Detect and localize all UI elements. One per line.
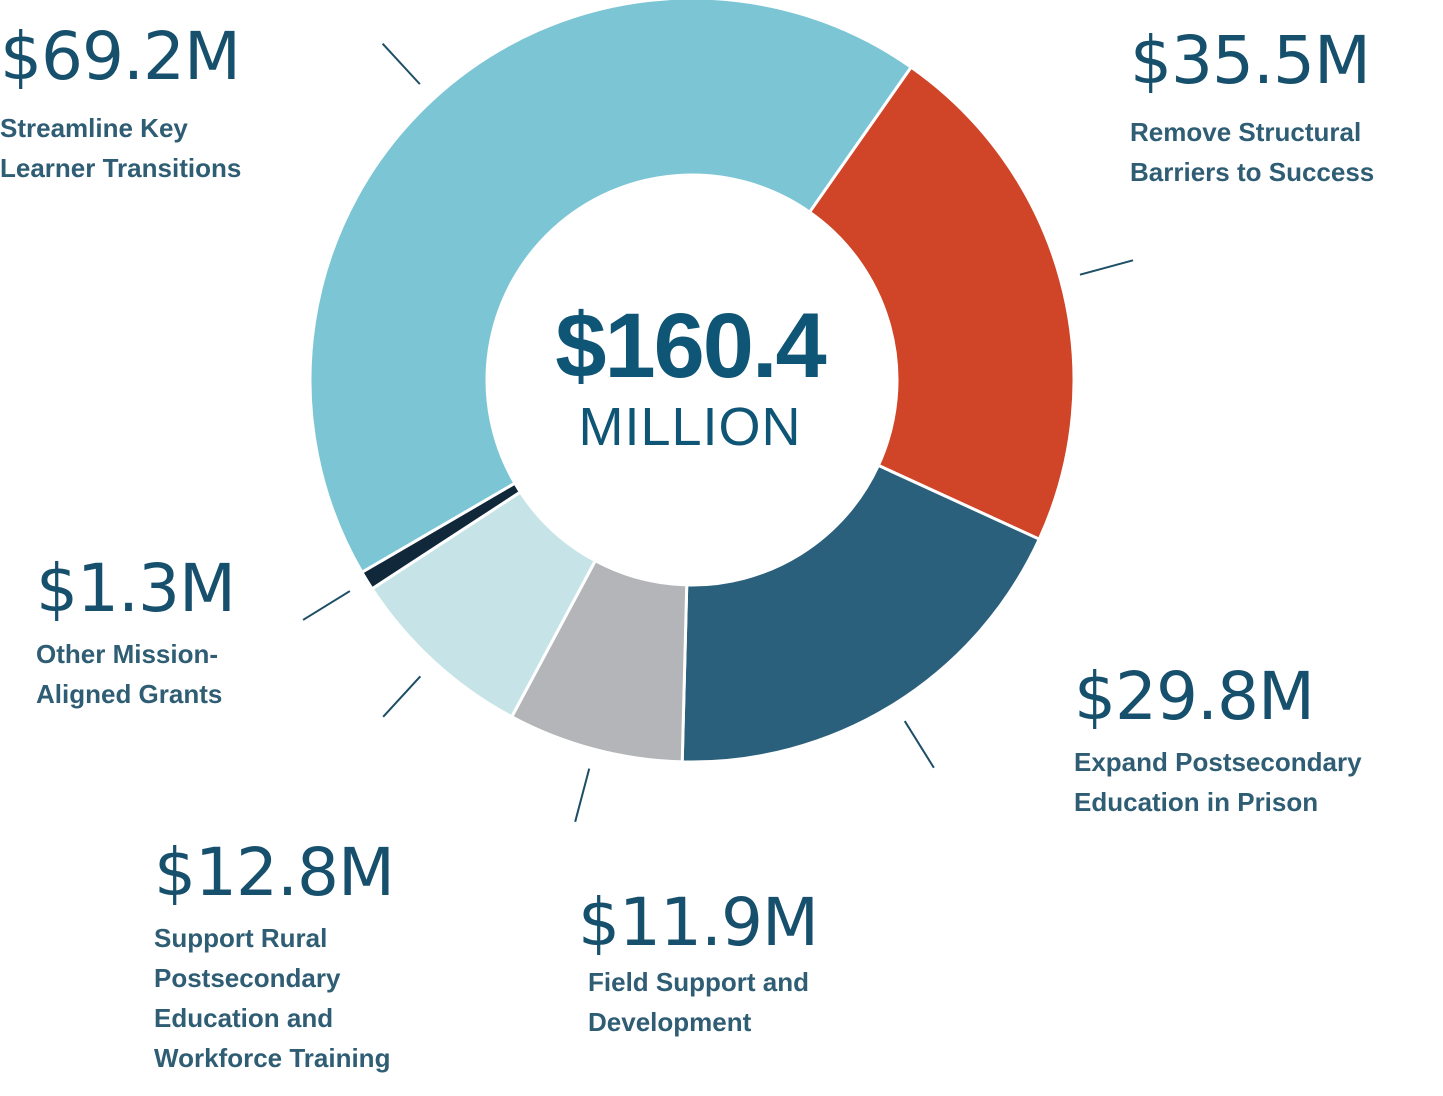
category-label-other-grants: Other Mission- Aligned Grants — [36, 639, 223, 709]
category-label-rural: Support Rural Postsecondary Education an… — [154, 923, 391, 1073]
value-label-other-grants: $1.3M — [36, 550, 236, 627]
label-other-grants: $1.3M Other Mission- Aligned Grants — [36, 550, 236, 714]
slice-prison-education — [680, 463, 1042, 764]
leader-line-rural — [382, 675, 422, 718]
leader-line-streamline — [381, 42, 421, 85]
category-label-streamline: Streamline Key Learner Transitions — [0, 113, 242, 183]
leader-line-other-grants — [302, 590, 351, 621]
value-label-field-support: $11.9M — [578, 884, 819, 961]
leader-line-prison-education — [903, 720, 935, 769]
leader-line-field-support — [574, 768, 591, 823]
value-label-streamline: $69.2M — [0, 18, 241, 95]
slice-streamline — [308, 0, 914, 575]
label-streamline: $69.2M Streamline Key Learner Transition… — [0, 24, 241, 188]
leader-line-remove-barriers — [1079, 259, 1134, 276]
category-label-remove-barriers: Remove Structural Barriers to Success — [1130, 117, 1375, 187]
value-label-prison-education: $29.8M — [1074, 658, 1315, 735]
center-total-value: $160.4 — [555, 295, 826, 397]
label-field-support: $11.9M Field Support and Development — [578, 884, 819, 1042]
category-label-prison-education: Expand Postsecondary Education in Prison — [1074, 747, 1362, 817]
category-label-field-support: Field Support and Development — [588, 967, 809, 1037]
value-label-remove-barriers: $35.5M — [1130, 22, 1371, 99]
center-total: $160.4 MILLION — [490, 300, 890, 454]
value-label-rural: $12.8M — [154, 834, 395, 911]
slice-remove-barriers — [807, 64, 1076, 542]
center-total-unit: MILLION — [578, 397, 802, 457]
label-prison-education: $29.8M Expand Postsecondary Education in… — [1074, 664, 1362, 822]
label-remove-barriers: $35.5M Remove Structural Barriers to Suc… — [1130, 28, 1374, 192]
label-rural: $12.8M Support Rural Postsecondary Educa… — [154, 834, 395, 1078]
